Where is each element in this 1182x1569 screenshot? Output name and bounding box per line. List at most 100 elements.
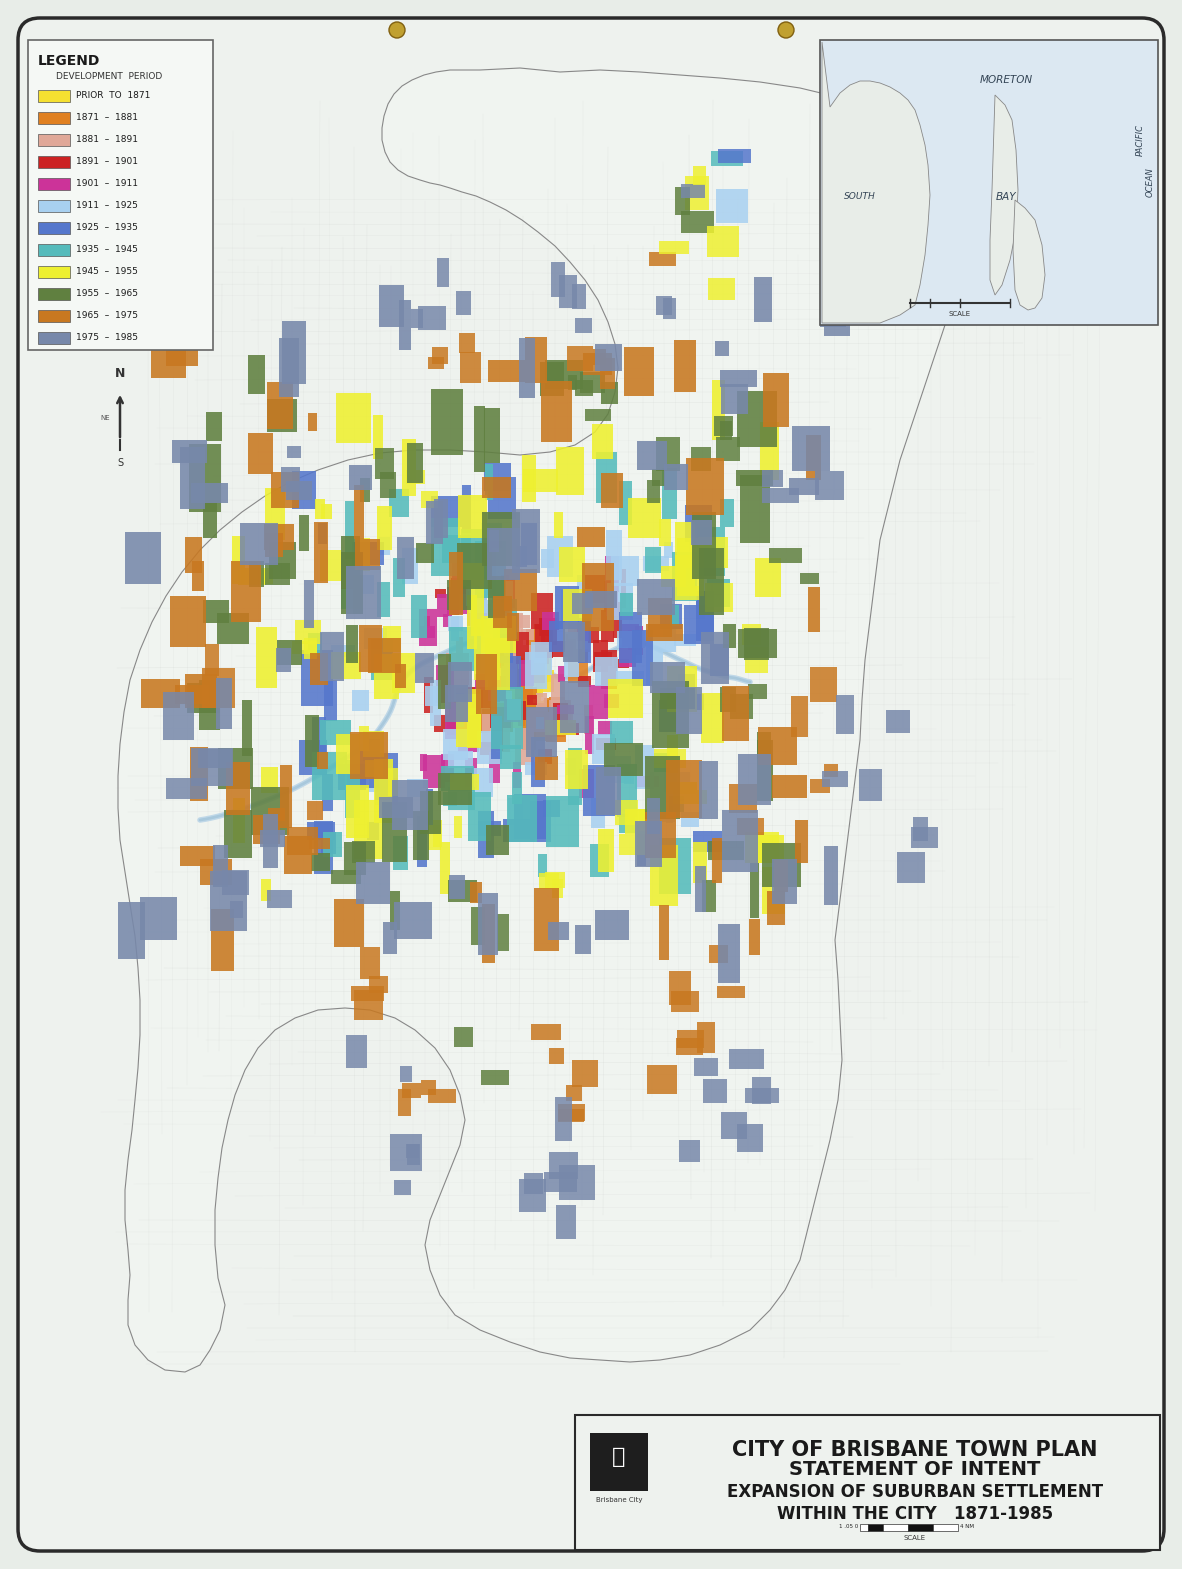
Bar: [715, 340, 729, 356]
Bar: [346, 784, 369, 838]
Text: PACIFIC: PACIFIC: [1136, 124, 1144, 155]
Bar: [463, 703, 469, 741]
Polygon shape: [821, 42, 930, 323]
Bar: [217, 613, 249, 643]
Bar: [424, 678, 434, 712]
Bar: [684, 176, 709, 210]
Bar: [344, 843, 366, 876]
Bar: [652, 469, 665, 486]
Bar: [668, 734, 678, 774]
Bar: [596, 767, 621, 814]
Bar: [139, 897, 177, 940]
Bar: [574, 1415, 1160, 1550]
Bar: [583, 353, 612, 375]
Bar: [515, 673, 522, 690]
Bar: [665, 781, 697, 794]
Bar: [599, 358, 615, 389]
Bar: [547, 537, 572, 577]
Bar: [696, 596, 706, 618]
Bar: [470, 907, 486, 945]
Bar: [613, 602, 622, 637]
Bar: [810, 667, 837, 703]
Bar: [859, 769, 882, 800]
Bar: [558, 665, 565, 683]
Bar: [621, 570, 626, 609]
Bar: [635, 745, 654, 789]
Bar: [442, 535, 470, 563]
Bar: [635, 821, 662, 868]
Bar: [167, 778, 207, 799]
Bar: [574, 319, 592, 333]
Bar: [708, 278, 735, 300]
Bar: [204, 645, 220, 676]
Bar: [512, 508, 540, 573]
Bar: [476, 604, 491, 635]
Bar: [281, 322, 306, 383]
Bar: [38, 89, 70, 102]
Bar: [676, 687, 702, 734]
Bar: [532, 737, 545, 788]
Bar: [248, 355, 265, 394]
Bar: [394, 902, 431, 938]
Bar: [592, 424, 612, 458]
Bar: [488, 576, 505, 618]
Bar: [441, 843, 450, 894]
Bar: [356, 863, 390, 904]
Bar: [475, 714, 489, 733]
Bar: [674, 339, 696, 392]
Bar: [650, 772, 675, 822]
Bar: [794, 819, 807, 863]
Bar: [522, 645, 546, 662]
Bar: [181, 447, 206, 508]
Bar: [398, 1089, 411, 1116]
Bar: [752, 1076, 772, 1105]
Bar: [483, 408, 500, 463]
Bar: [527, 708, 547, 733]
Bar: [521, 524, 537, 565]
Bar: [382, 802, 407, 861]
Bar: [537, 648, 550, 664]
Bar: [721, 810, 758, 872]
Bar: [322, 833, 336, 854]
Bar: [420, 609, 437, 646]
Bar: [560, 681, 589, 733]
Bar: [837, 695, 855, 734]
Bar: [275, 648, 291, 672]
Bar: [814, 471, 844, 501]
Bar: [461, 529, 491, 579]
Bar: [531, 642, 552, 675]
Bar: [684, 604, 714, 643]
Bar: [468, 792, 492, 841]
Text: WITHIN THE CITY   1871-1985: WITHIN THE CITY 1871-1985: [777, 1505, 1053, 1523]
Bar: [617, 764, 637, 816]
Bar: [517, 632, 530, 664]
Bar: [331, 653, 361, 679]
Bar: [494, 656, 502, 668]
Bar: [664, 464, 688, 490]
Bar: [344, 761, 361, 817]
Bar: [579, 372, 605, 392]
Bar: [400, 1067, 411, 1083]
Bar: [512, 690, 528, 709]
Bar: [394, 557, 405, 598]
Bar: [540, 362, 564, 395]
Bar: [416, 543, 435, 563]
Bar: [716, 987, 746, 998]
Bar: [203, 601, 228, 623]
Bar: [467, 689, 481, 748]
Bar: [213, 846, 228, 886]
Text: BAY: BAY: [995, 191, 1017, 202]
Bar: [661, 604, 682, 629]
Bar: [762, 469, 784, 488]
Bar: [743, 628, 769, 661]
Bar: [547, 923, 569, 940]
Bar: [286, 480, 312, 501]
Bar: [267, 399, 297, 431]
Bar: [522, 455, 537, 502]
Bar: [595, 653, 612, 665]
Bar: [482, 709, 495, 747]
Bar: [478, 731, 502, 764]
Bar: [650, 846, 678, 905]
Bar: [590, 1432, 648, 1491]
Bar: [654, 753, 670, 772]
